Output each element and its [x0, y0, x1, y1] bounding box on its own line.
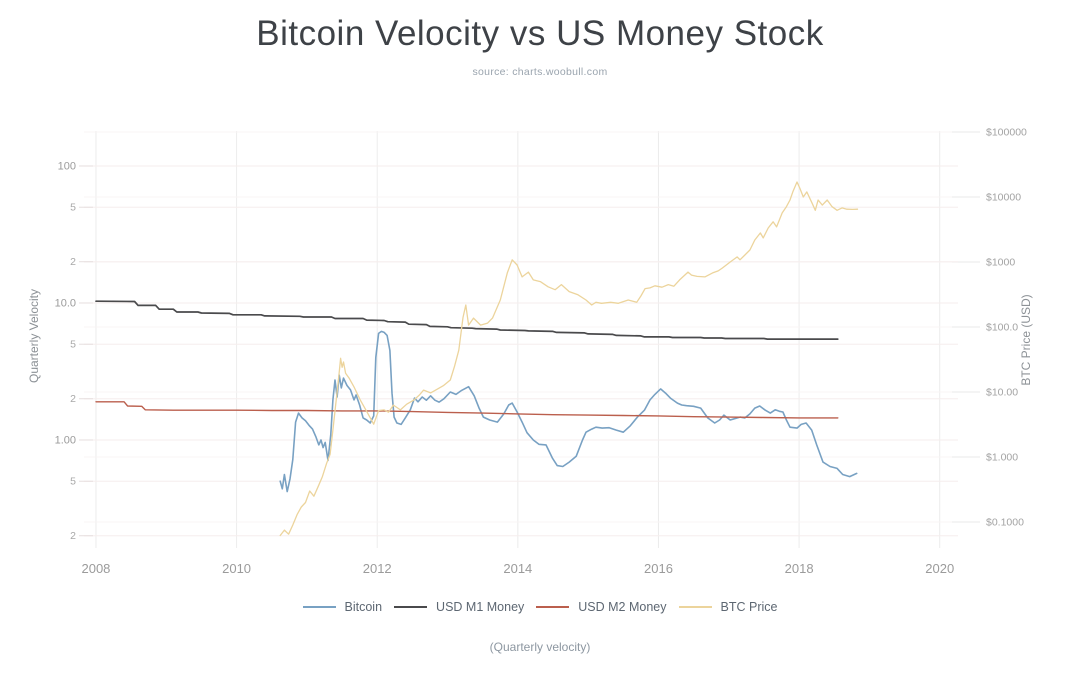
legend-item-usd-m1-money[interactable]: USD M1 Money — [394, 600, 524, 614]
left-axis-tick-label: 2 — [70, 256, 76, 268]
left-axis-tick-label: 5 — [70, 339, 76, 351]
chart-legend: Bitcoin USD M1 Money USD M2 Money BTC Price — [0, 600, 1080, 614]
left-axis-tick-label: 10.0 — [55, 297, 76, 309]
series-line-usd-m2-money — [95, 401, 839, 419]
right-axis-tick-label: $10.00 — [986, 387, 1018, 399]
left-axis-tick-label: 5 — [70, 476, 76, 488]
right-axis-tick-label: $10000 — [986, 192, 1021, 204]
right-axis-tick-label: $0.1000 — [986, 517, 1024, 529]
x-tick-label: 2012 — [363, 561, 392, 576]
legend-item-btc-price[interactable]: BTC Price — [678, 600, 778, 614]
series-line-btc-price — [279, 181, 859, 537]
legend-swatch-usd-m1-money — [394, 606, 428, 608]
legend-swatch-bitcoin — [302, 606, 336, 608]
chart-caption: (Quarterly velocity) — [489, 640, 591, 654]
legend-item-usd-m2-money[interactable]: USD M2 Money — [536, 600, 667, 614]
legend-swatch-btc-price — [678, 606, 712, 608]
left-axis-tick-label: 100 — [58, 160, 76, 172]
chart-subtitle: source: charts.woobull.com — [472, 66, 608, 78]
series-layer — [95, 181, 859, 537]
left-axis-tick-label: 1.00 — [55, 434, 76, 446]
x-tick-label: 2020 — [925, 561, 954, 576]
x-tick-label: 2008 — [81, 561, 110, 576]
right-axis-tick-label: $100000 — [986, 126, 1027, 138]
grid-layer — [79, 131, 980, 548]
chart-title: Bitcoin Velocity vs US Money Stock — [256, 14, 824, 53]
x-tick-label: 2018 — [785, 561, 814, 576]
right-axis-tick-label: $1.000 — [986, 452, 1018, 464]
legend-label-bitcoin: Bitcoin — [344, 600, 383, 614]
left-axis-tick-label: 2 — [70, 393, 76, 405]
right-axis-title: BTC Price (USD) — [1019, 294, 1033, 385]
left-axis-title: Quarterly Velocity — [27, 289, 41, 383]
legend-swatch-usd-m2-money — [536, 606, 570, 608]
right-axis-tick-label: $100.0 — [986, 322, 1018, 334]
legend-label-usd-m2-money: USD M2 Money — [578, 600, 667, 614]
right-axis-tick-label: $1000 — [986, 257, 1015, 269]
x-tick-label: 2014 — [503, 561, 532, 576]
legend-label-usd-m1-money: USD M1 Money — [436, 600, 525, 614]
x-tick-label: 2016 — [644, 561, 673, 576]
legend-label-btc-price: BTC Price — [720, 600, 778, 614]
tick-layer: 2008 2010 2012 2014 2016 2018 2020 $100000 $1000… — [55, 126, 1027, 576]
legend-item-bitcoin[interactable]: Bitcoin — [302, 600, 383, 614]
series-line-usd-m1-money — [95, 300, 839, 340]
left-axis-tick-label: 2 — [70, 530, 76, 542]
x-tick-label: 2010 — [222, 561, 251, 576]
left-axis-tick-label: 5 — [70, 202, 76, 214]
